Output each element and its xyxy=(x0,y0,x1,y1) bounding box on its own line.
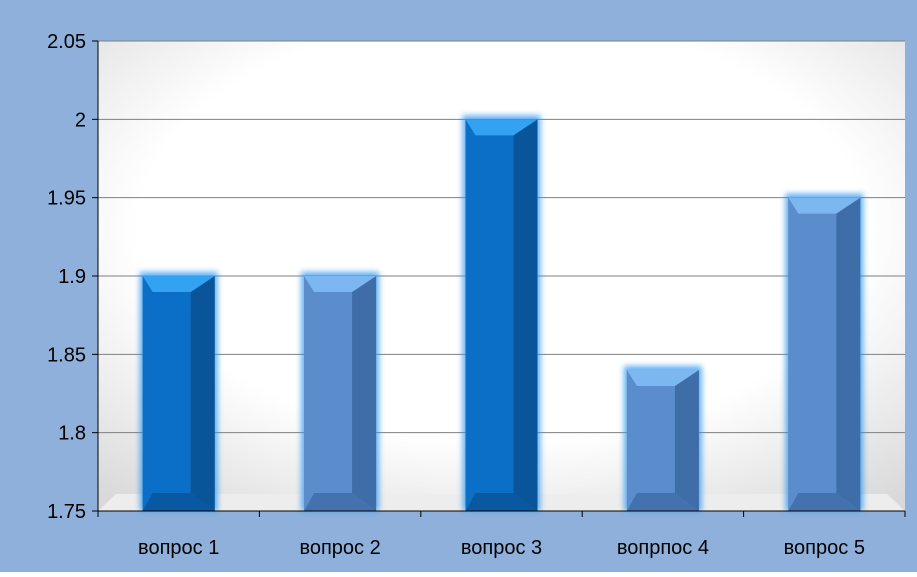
bar-top-bevel xyxy=(465,119,538,136)
bar-right-bevel xyxy=(352,276,377,511)
bar-bottom-bevel xyxy=(626,493,699,511)
y-tick-label: 1.9 xyxy=(58,266,86,288)
x-tick-label: вопрос 2 xyxy=(299,537,380,559)
x-tick-label: вопрос 1 xyxy=(138,537,219,559)
y-tick-labels: 1.75 1.8 1.85 1.9 1.95 2 2.05 xyxy=(47,31,86,523)
bar xyxy=(301,272,380,511)
bar-bottom-bevel xyxy=(788,493,861,511)
y-tick-label: 2 xyxy=(75,109,86,131)
y-tick-label: 1.95 xyxy=(47,188,86,210)
y-tick-label: 2.05 xyxy=(47,31,86,53)
bar-top-bevel xyxy=(788,197,861,214)
bar-left-bevel xyxy=(788,197,799,511)
bar-left-bevel xyxy=(626,370,637,511)
axes xyxy=(92,40,906,517)
x-tick-labels: вопрос 1 вопрос 2 вопрос 3 вопрпос 4 вопрос … xyxy=(138,537,865,559)
x-tick-label: вопрос 3 xyxy=(461,537,542,559)
bars xyxy=(139,115,864,511)
bar-left-bevel xyxy=(465,119,476,511)
bar-right-bevel xyxy=(513,119,538,511)
bar-left-bevel xyxy=(142,276,153,511)
y-tick-label: 1.75 xyxy=(47,501,86,523)
bar-top-bevel xyxy=(142,276,215,292)
y-tick-label: 1.8 xyxy=(58,423,86,445)
bar-left-bevel xyxy=(304,276,315,511)
bar-bottom-bevel xyxy=(142,493,215,511)
x-tick-label: вопрпос 4 xyxy=(617,537,709,559)
bar xyxy=(462,115,541,511)
bar-bottom-bevel xyxy=(304,493,377,511)
bar-top-bevel xyxy=(626,370,699,386)
bar xyxy=(139,272,218,511)
y-tick-label: 1.85 xyxy=(47,344,86,366)
bar xyxy=(623,366,702,511)
bar-right-bevel xyxy=(836,197,861,511)
bar-top-bevel xyxy=(304,276,377,292)
bar xyxy=(785,193,864,511)
bar-right-bevel xyxy=(190,276,215,511)
bar-bottom-bevel xyxy=(465,493,538,511)
bar-right-bevel xyxy=(674,370,699,511)
x-tick-label: вопрос 5 xyxy=(784,537,865,559)
